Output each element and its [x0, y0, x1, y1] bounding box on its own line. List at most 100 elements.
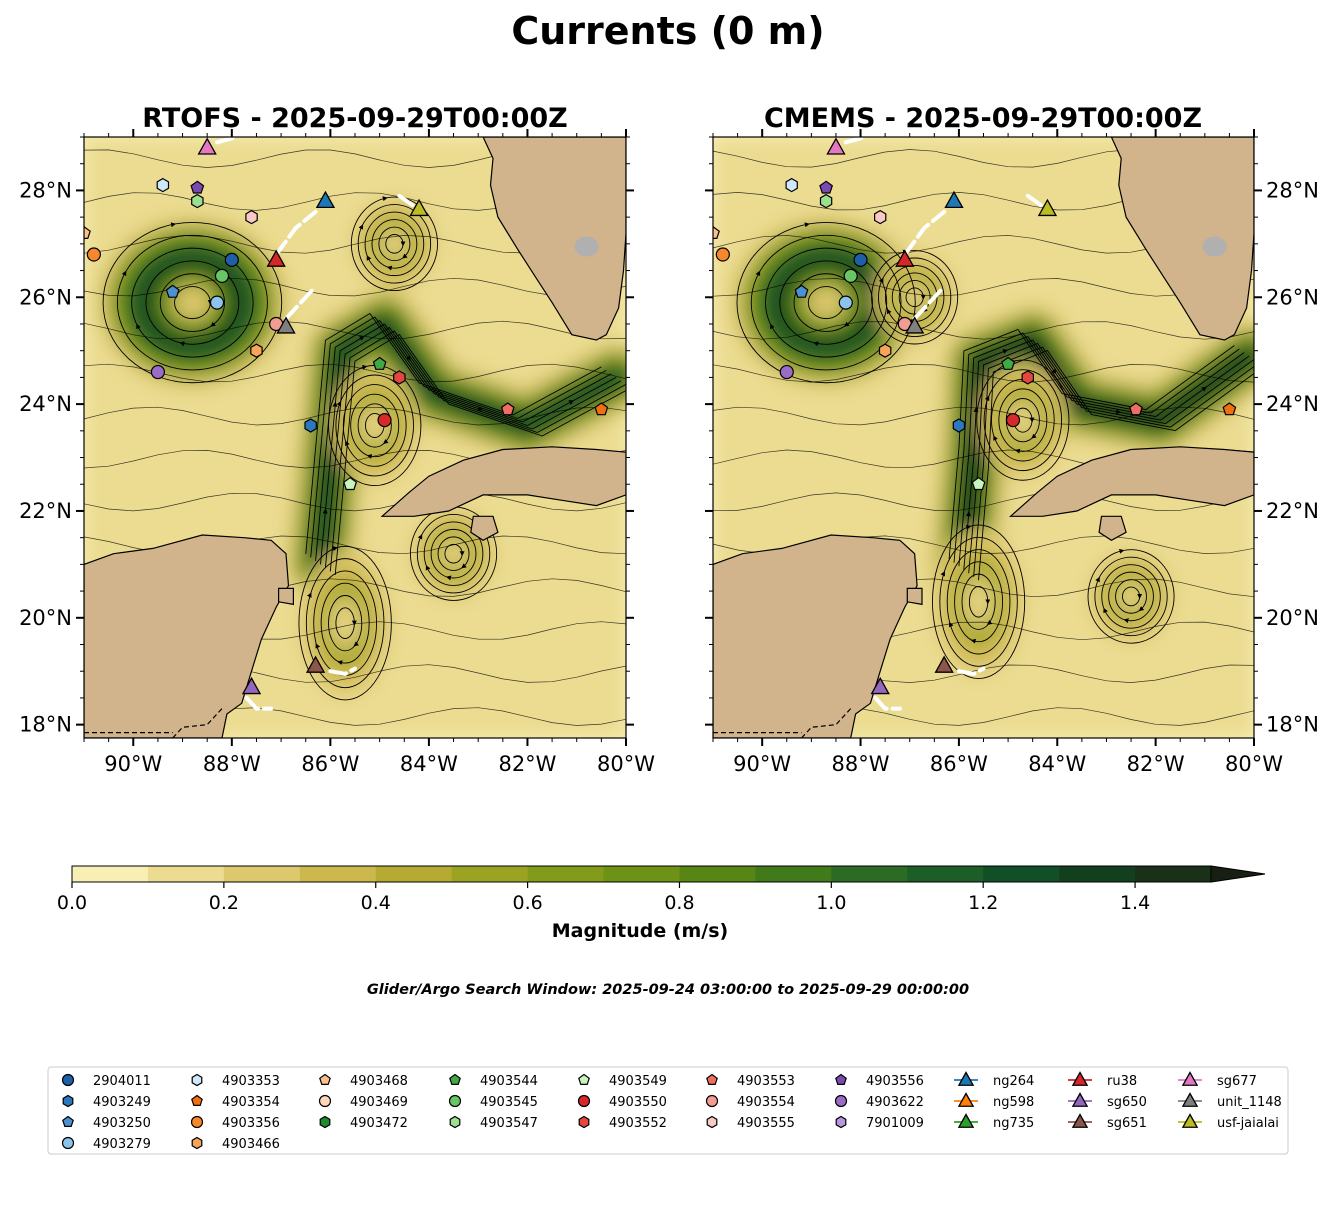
y-tick-label: 26°N	[1266, 285, 1319, 309]
streamline	[983, 369, 1063, 472]
colorbar-label: Magnitude (m/s)	[552, 920, 729, 942]
streamline-arrow	[425, 565, 431, 571]
streamline-arrow	[1031, 433, 1037, 439]
streamline-arrow	[1138, 606, 1145, 612]
glider-track	[1025, 193, 1045, 209]
streamline	[305, 558, 385, 689]
panel-rtofs: RTOFS - 2025-09-29T00:00Z 90°W 88°W 86°W 84…	[19, 103, 655, 776]
glider-track	[902, 209, 947, 257]
x-tick-label: 82°W	[1127, 752, 1185, 776]
border-line	[172, 708, 223, 738]
streamline	[954, 561, 1004, 643]
streamline	[1108, 571, 1154, 622]
streamline	[736, 222, 916, 384]
streamline	[976, 359, 1070, 481]
y-tick-label: 22°N	[19, 499, 72, 523]
legend-item: 4903250	[62, 1115, 151, 1131]
colorbar-segment	[147, 866, 225, 882]
marker-4903622	[150, 364, 166, 380]
legend-label: 4903354	[222, 1095, 280, 1110]
legend-marker-icon	[705, 1094, 719, 1108]
legend-item: 4903547	[449, 1115, 538, 1131]
colorbar-segment	[223, 866, 301, 882]
streamline	[350, 196, 438, 292]
legend-label: 7901009	[866, 1116, 924, 1131]
streamline	[357, 403, 392, 448]
marker-4903553	[500, 402, 515, 416]
streamline	[1087, 549, 1175, 644]
x-tick-label: 90°W	[104, 752, 162, 776]
legend-label: unit_1148	[1217, 1095, 1282, 1110]
streamline-arrow	[886, 308, 892, 315]
legend-item: 4903549	[578, 1073, 667, 1089]
panel-title: CMEMS - 2025-09-29T00:00Z	[764, 103, 1202, 134]
legend-item: 4903354	[191, 1094, 280, 1110]
streamline-arrow	[1201, 386, 1207, 392]
streamline	[878, 257, 952, 337]
legend-label: 2904011	[93, 1074, 151, 1089]
streamline	[713, 492, 1254, 511]
land-florida	[482, 137, 626, 341]
legend-label: 4903249	[93, 1095, 151, 1110]
legend-marker-icon	[1071, 1113, 1089, 1128]
legend-item: 4903554	[705, 1094, 795, 1110]
streamline-arrow	[366, 255, 372, 261]
land-cozumel	[278, 587, 294, 606]
legend-item: ng264	[954, 1071, 1034, 1089]
colorbar-segment	[527, 866, 605, 882]
x-tick-label: 82°W	[498, 752, 556, 776]
marker-4903468	[713, 225, 720, 239]
marker-4903466	[878, 343, 892, 358]
legend-marker-icon	[61, 1136, 75, 1150]
streamline-arrow	[336, 400, 342, 407]
axes: 90°W 88°W 86°W 84°W 82°W 80°W 18°N 20°N 22°N 24°N…	[705, 129, 1319, 776]
lake-okeechobee	[574, 236, 599, 257]
legend-label: 4903555	[737, 1116, 795, 1131]
legend-label: 4903553	[737, 1074, 795, 1089]
legend-item: 4903544	[449, 1073, 538, 1089]
legend-item: 4903553	[706, 1073, 795, 1089]
colorbar-tick-label: 0.4	[361, 892, 391, 914]
legend: 2904011 4903249 4903250 4903279 4903353 49033…	[47, 1066, 1289, 1155]
streamline-arrow	[121, 270, 127, 277]
streamline	[335, 374, 414, 477]
x-tick-label: 86°W	[930, 752, 988, 776]
legend-item: 4903472	[319, 1115, 408, 1131]
legend-item: 4903550	[577, 1094, 667, 1110]
y-tick-label: 18°N	[1266, 713, 1319, 737]
legend-marker-icon	[1181, 1113, 1199, 1128]
legend-item: 4903468	[319, 1073, 408, 1089]
legend-item: 4903279	[61, 1136, 151, 1152]
streamline-arrow	[307, 592, 312, 598]
marker-4903353	[156, 177, 170, 193]
streamline	[357, 204, 432, 284]
streamline-arrow	[1103, 607, 1108, 614]
streamline	[334, 334, 626, 575]
streamline	[793, 273, 859, 332]
marker-sg677	[826, 137, 846, 155]
platform-markers	[84, 137, 609, 695]
marker-4903549	[971, 476, 986, 491]
legend-marker-icon	[578, 1115, 590, 1129]
marker-ru38	[266, 249, 286, 267]
streamline-arrow	[755, 270, 761, 277]
streamline-arrow	[210, 321, 216, 327]
streamline	[932, 524, 1026, 680]
y-tick-label: 24°N	[19, 392, 72, 416]
search-window-text: Glider/Argo Search Window: 2025-09-24 03…	[367, 982, 969, 998]
legend-marker-icon	[1071, 1071, 1089, 1086]
legend-item: 4903622	[834, 1094, 924, 1110]
x-tick-label: 84°W	[1028, 752, 1086, 776]
y-tick-label: 20°N	[19, 606, 72, 630]
legend-marker-icon	[449, 1115, 461, 1129]
legend-label: 4903353	[222, 1074, 280, 1089]
marker-4903550	[1005, 413, 1021, 428]
legend-label: 4903469	[350, 1095, 408, 1110]
legend-item: sg651	[1068, 1113, 1147, 1131]
streamline	[1094, 556, 1168, 637]
legend-item: sg677	[1178, 1071, 1257, 1089]
eddy-band	[337, 610, 353, 636]
legend-label: sg650	[1107, 1095, 1147, 1110]
streamline-arrow	[315, 643, 321, 649]
streamline	[998, 388, 1048, 452]
